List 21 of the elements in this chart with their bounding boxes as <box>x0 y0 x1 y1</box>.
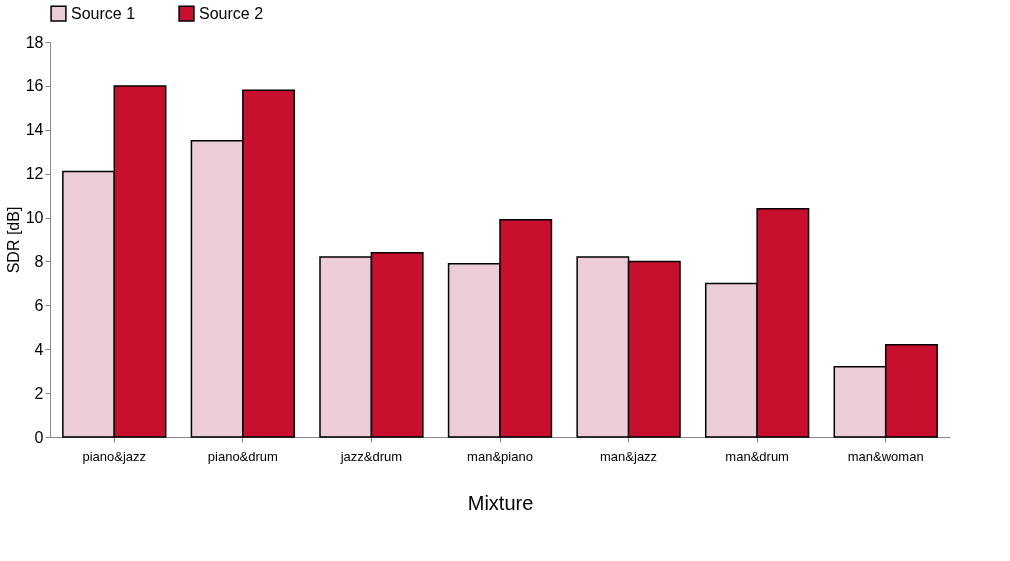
x-tick-label: piano&jazz <box>82 448 147 464</box>
y-tick-label: 14 <box>25 121 44 139</box>
legend-label: Source 1 <box>71 4 136 22</box>
y-axis-title: SDR [dB] <box>4 206 22 274</box>
y-tick-label: 16 <box>25 77 44 95</box>
y-tick-label: 2 <box>34 384 44 402</box>
x-tick-label: man&woman <box>847 448 924 464</box>
x-tick-label: man&drum <box>725 448 789 464</box>
x-tick-label: jazz&drum <box>339 448 403 464</box>
y-tick-label: 18 <box>25 33 44 51</box>
y-tick-label: 6 <box>34 296 44 314</box>
y-tick-label: 4 <box>34 340 44 358</box>
y-tick-label: 12 <box>25 165 44 183</box>
y-tick-label: 10 <box>25 209 44 227</box>
x-axis-title: Mixture <box>467 491 534 514</box>
y-tick-label: 8 <box>34 252 44 270</box>
x-tick-label: man&jazz <box>600 448 658 464</box>
x-tick-label: piano&drum <box>207 448 278 464</box>
legend-label: Source 2 <box>199 4 264 22</box>
y-tick-label: 0 <box>34 428 44 446</box>
x-tick-label: man&piano <box>467 448 533 464</box>
